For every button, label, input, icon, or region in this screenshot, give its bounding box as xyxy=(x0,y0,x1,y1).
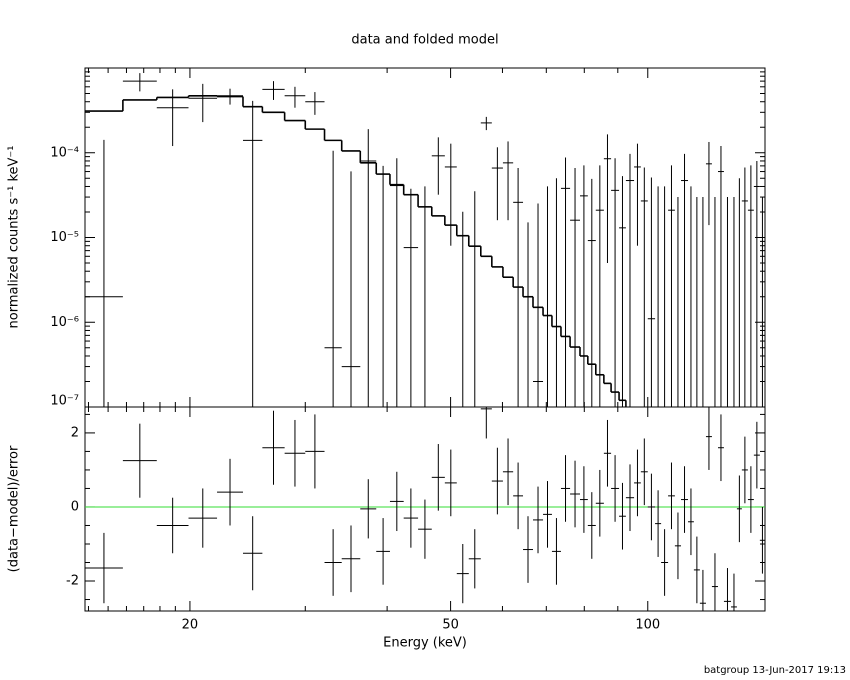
x-tick-label: 100 xyxy=(635,618,660,633)
y-tick-label: 10⁻⁷ xyxy=(50,394,79,409)
y-tick-label: 10⁻⁴ xyxy=(50,145,79,160)
y-tick-label: -2 xyxy=(66,574,79,589)
footer: batgroup 13-Jun-2017 19:13 xyxy=(704,665,846,676)
y-tick-label: 10⁻⁵ xyxy=(50,230,79,245)
x-axis-label: Energy (keV) xyxy=(383,636,467,651)
x-tick-label: 50 xyxy=(442,618,459,633)
y-tick-label: 0 xyxy=(71,499,79,514)
y-tick-label: 2 xyxy=(71,425,79,440)
y-axis-label: (data−model)/error xyxy=(7,445,22,572)
y-tick-label: 10⁻⁶ xyxy=(50,315,79,330)
chart-title: data and folded model xyxy=(351,33,498,48)
x-tick-label: 20 xyxy=(182,618,199,633)
y-axis-label: normalized counts s⁻¹ keV⁻¹ xyxy=(7,146,22,329)
